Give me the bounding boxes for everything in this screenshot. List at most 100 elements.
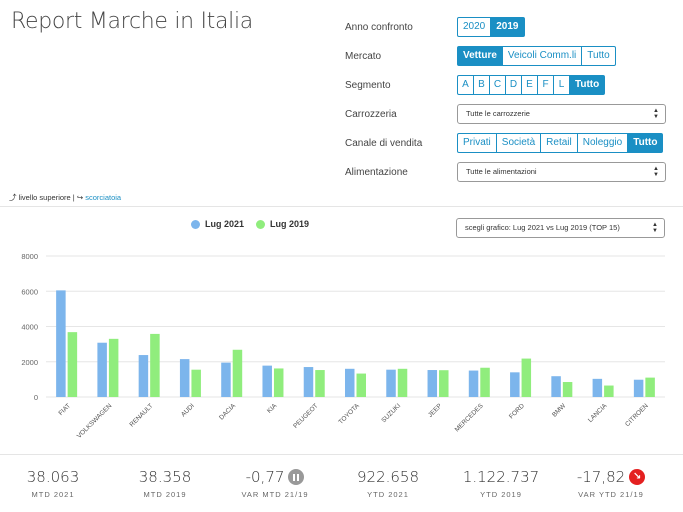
bar-2019	[67, 332, 78, 397]
legend-label: Lug 2021	[205, 219, 245, 229]
bar-2021	[303, 367, 314, 397]
bar-2021	[510, 372, 520, 397]
canale-option[interactable]: Privati	[457, 133, 497, 153]
x-tick-label: KIA	[266, 402, 279, 415]
y-tick-label: 0	[34, 393, 38, 402]
x-tick-label: CITROEN	[624, 402, 650, 428]
level-up-icon: ⤴	[9, 193, 17, 202]
arrow-down-right-icon: ↘	[629, 469, 646, 485]
bar-2019	[439, 370, 449, 397]
x-tick-label: MERCEDES	[454, 402, 485, 433]
x-tick-label: LANCIA	[587, 402, 609, 424]
legend-dot-2019	[256, 219, 265, 229]
filter-label-alimentazione: Alimentazione	[345, 166, 408, 178]
kpi-label: VAR YTD 21/19	[578, 490, 644, 499]
kpi-label: MTD 2019	[143, 490, 187, 499]
bar-2019	[108, 338, 119, 397]
x-tick-label: FORD	[508, 402, 526, 420]
y-tick-label: 8000	[21, 252, 38, 261]
kpi-ytd-2019: 1.122.737 YTD 2019	[446, 468, 556, 499]
x-tick-label: TOYOTA	[337, 402, 361, 426]
bar-2021	[138, 355, 149, 397]
filter-label-canale: Canale di vendita	[345, 137, 423, 149]
mercato-option[interactable]: Vetture	[457, 46, 503, 66]
segmento-selector: A B C D E F L Tutto	[457, 75, 606, 95]
bar-2021	[427, 370, 438, 397]
bar-2021	[551, 376, 561, 397]
x-tick-label: BMW	[551, 402, 568, 419]
alimentazione-select[interactable]: Tutte le alimentazioni ▲ ▼	[457, 162, 666, 182]
bar-2021	[179, 359, 190, 397]
x-tick-label: JEEP	[427, 402, 443, 418]
divider	[0, 454, 683, 455]
x-tick-label: AUDI	[180, 402, 196, 418]
canale-option[interactable]: Noleggio	[576, 133, 629, 153]
shortcut-link[interactable]: scorciatoia	[85, 193, 122, 202]
kpi-value: 1.122.737	[462, 468, 540, 486]
select-arrows-icon: ▲ ▼	[652, 222, 658, 234]
bar-2019	[356, 373, 366, 397]
carrozzeria-select[interactable]: Tutte le carrozzerie ▲ ▼	[457, 104, 666, 124]
segmento-option[interactable]: C	[489, 75, 506, 95]
canale-option[interactable]: Retail	[540, 133, 578, 153]
bar-2021	[221, 362, 231, 397]
bar-2019	[191, 369, 201, 397]
bar-2019	[645, 377, 655, 397]
anno-option[interactable]: 2020	[457, 17, 492, 37]
bar-2019	[232, 349, 243, 397]
kpi-var-ytd: -17,82 ↘ VAR YTD 21/19	[556, 468, 666, 499]
legend-dot-2021	[191, 219, 200, 229]
segmento-option[interactable]: D	[505, 75, 522, 95]
mercato-option[interactable]: Veicoli Comm.li	[501, 46, 583, 66]
segmento-option[interactable]: Tutto	[569, 75, 606, 95]
kpi-value: -17,82	[576, 468, 626, 486]
y-tick-label: 2000	[21, 358, 38, 367]
bar-2021	[468, 370, 479, 397]
kpi-value: 38.063	[26, 468, 80, 486]
bar-2021	[262, 365, 272, 397]
x-tick-label: FIAT	[57, 402, 72, 417]
y-tick-label: 6000	[21, 287, 38, 296]
kpi-value-wrap: -17,82 ↘	[576, 468, 646, 486]
legend-item-2019[interactable]: Lug 2019	[256, 219, 309, 229]
kpi-mtd-2021: 38.063 MTD 2021	[0, 468, 108, 499]
canale-option[interactable]: Tutto	[627, 133, 664, 153]
bar-2019	[273, 368, 284, 397]
bar-2019	[315, 370, 325, 397]
x-tick-label: RENAULT	[129, 402, 155, 428]
kpi-value: -0,77	[245, 468, 285, 486]
breadcrumb: ⤴ livello superiore | ↪ scorciatoia	[9, 192, 121, 203]
filter-label-anno: Anno confronto	[345, 21, 413, 33]
anno-option[interactable]: 2019	[490, 17, 525, 37]
canale-selector: Privati Società Retail Noleggio Tutto	[457, 133, 664, 153]
bar-2021	[56, 290, 66, 397]
legend-item-2021[interactable]: Lug 2021	[191, 219, 244, 229]
bar-2019	[604, 385, 614, 397]
bar-2019	[480, 367, 490, 397]
segmento-option[interactable]: A	[457, 75, 474, 95]
segmento-option[interactable]: F	[537, 75, 554, 95]
bar-2019	[397, 368, 408, 397]
carrozzeria-value: Tutte le carrozzerie	[466, 109, 530, 118]
segmento-option[interactable]: L	[553, 75, 570, 95]
divider	[0, 206, 683, 207]
bar-2021	[633, 379, 644, 397]
bar-2021	[592, 378, 603, 397]
filter-label-carrozzeria: Carrozzeria	[345, 108, 397, 120]
filter-label-mercato: Mercato	[345, 50, 382, 62]
chart-type-select[interactable]: scegli grafico: Lug 2021 vs Lug 2019 (TO…	[456, 218, 665, 238]
x-tick-label: VOLKSWAGEN	[76, 402, 114, 440]
kpi-var-mtd: -0,77 VAR MTD 21/19	[220, 468, 330, 499]
mercato-option[interactable]: Tutto	[581, 46, 616, 66]
level-up-link[interactable]: livello superiore	[18, 193, 71, 202]
bar-2019	[562, 382, 573, 397]
anno-selector: 2020 2019	[457, 17, 525, 37]
kpi-value: 922.658	[356, 468, 420, 486]
kpi-mtd-2019: 38.358 MTD 2019	[110, 468, 220, 499]
bar-2019	[521, 358, 532, 397]
segmento-option[interactable]: B	[473, 75, 490, 95]
canale-option[interactable]: Società	[495, 133, 542, 153]
chart-type-value: scegli grafico: Lug 2021 vs Lug 2019 (TO…	[465, 223, 620, 232]
kpi-label: MTD 2021	[31, 490, 75, 499]
segmento-option[interactable]: E	[521, 75, 538, 95]
